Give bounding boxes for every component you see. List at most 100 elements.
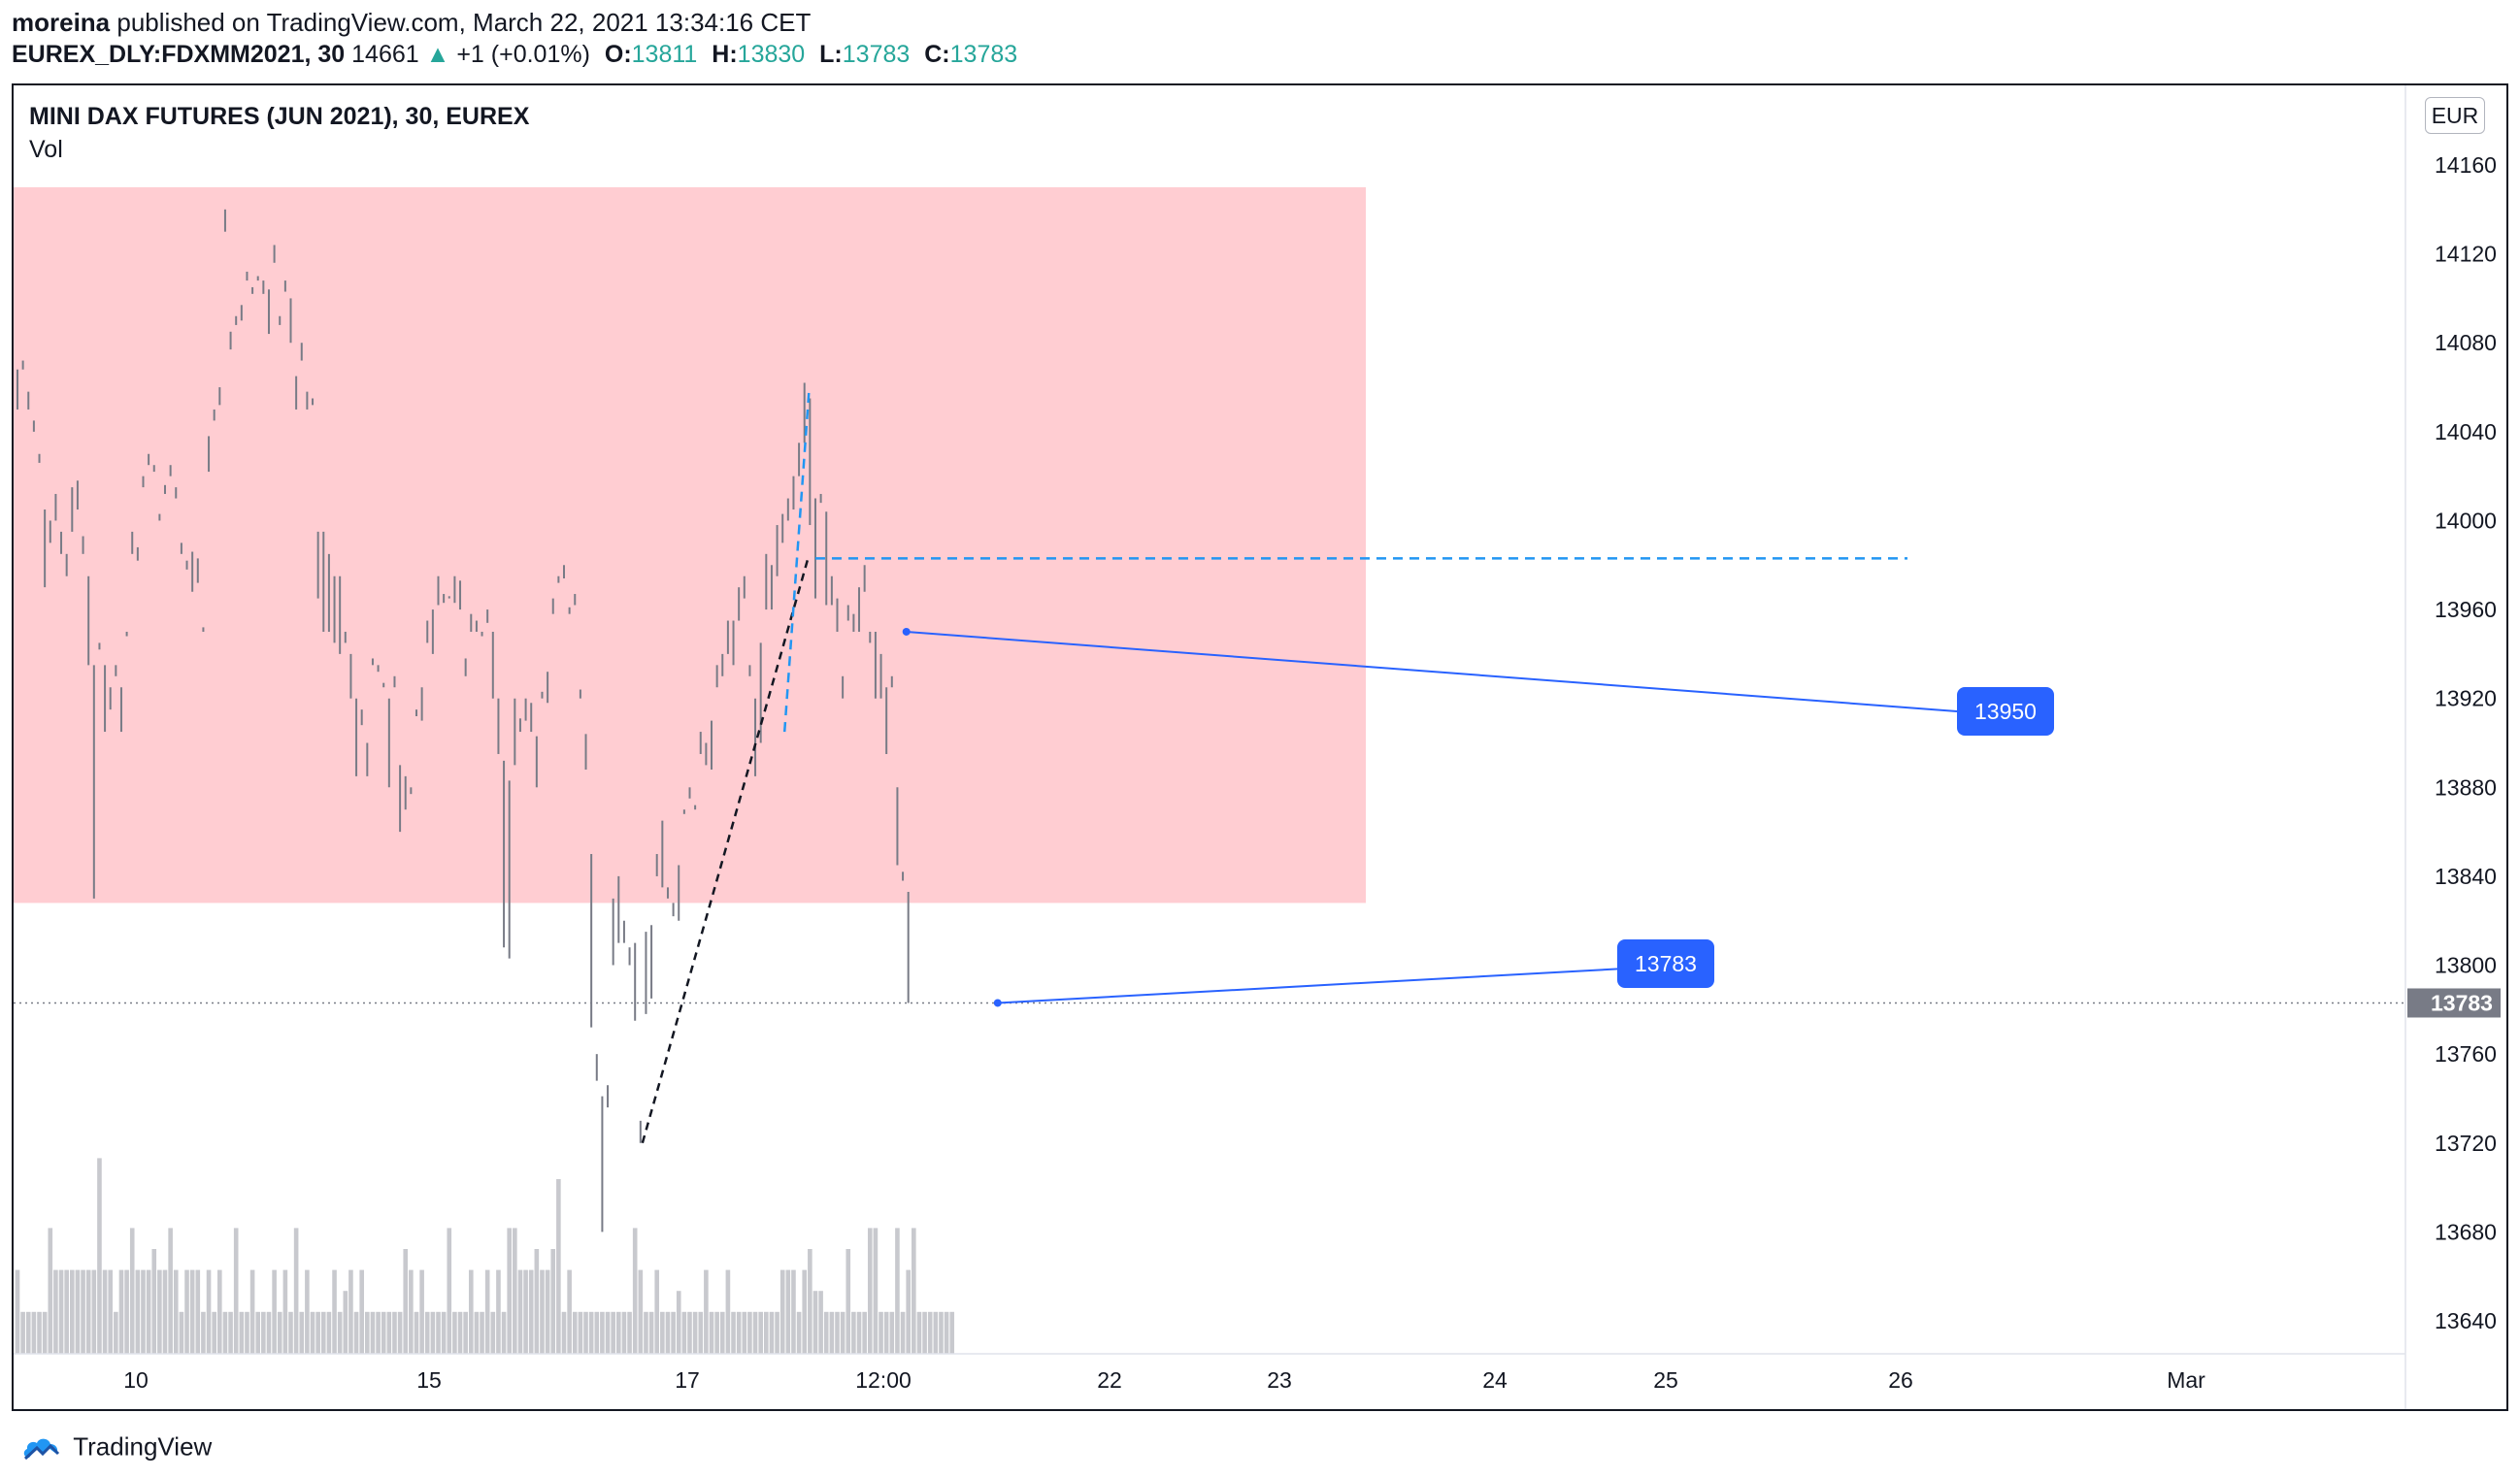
volume-bar (856, 1311, 862, 1354)
volume-bar (217, 1269, 222, 1354)
volume-bar (725, 1269, 731, 1354)
volume-bar (808, 1249, 812, 1354)
price-callout-13783[interactable] (1617, 939, 1714, 988)
volume-bar (212, 1311, 216, 1354)
volume-bar (611, 1311, 615, 1354)
brand-name: TradingView (73, 1431, 213, 1462)
volume-bar (714, 1311, 719, 1354)
volume-bar (758, 1311, 763, 1354)
time-axis-tick: Mar (2167, 1367, 2205, 1393)
volume-bar (632, 1228, 638, 1354)
volume-bar (578, 1311, 583, 1354)
volume-bar (228, 1311, 233, 1354)
price-axis-tick: 13640 (2435, 1308, 2497, 1333)
volume-bar (496, 1269, 501, 1354)
tradingview-brand[interactable]: TradingView (21, 1430, 212, 1463)
time-axis-tick: 17 (675, 1367, 700, 1393)
volume-bar (381, 1311, 386, 1354)
symbol-label: EUREX_DLY:FDXMM2021, 30 (12, 41, 346, 68)
chart-frame (12, 83, 2508, 1411)
close-label: C: (924, 41, 950, 68)
tradingview-cloud-icon (23, 1438, 60, 1461)
volume-bar (310, 1311, 315, 1354)
volume-bar (916, 1311, 922, 1354)
volume-bar (337, 1311, 343, 1354)
volume-bar (719, 1311, 725, 1354)
time-axis-tick: 25 (1653, 1367, 1678, 1393)
time-axis-tick: 23 (1267, 1367, 1292, 1393)
volume-bar (779, 1269, 785, 1354)
price-axis-tick: 13800 (2435, 953, 2497, 978)
volume-bar (736, 1311, 742, 1354)
volume-bar (594, 1311, 600, 1354)
volume-bar (64, 1269, 69, 1354)
callout-connector (906, 630, 1958, 712)
volume-bar (823, 1311, 829, 1354)
ohlc-line: EUREX_DLY:FDXMM2021, 30 14661 ▲ +1 (+0.0… (12, 41, 1017, 69)
price-callout-13950[interactable] (1957, 687, 2054, 736)
volume-bar (320, 1311, 326, 1354)
volume-bar (949, 1311, 955, 1354)
volume-bar (769, 1311, 775, 1354)
volume-bar (561, 1311, 567, 1354)
volume-bar (441, 1311, 447, 1354)
volume-bar (249, 1269, 255, 1354)
volume-bar (867, 1228, 873, 1354)
volume-bar (424, 1311, 430, 1354)
volume-bar (747, 1311, 752, 1354)
price-axis-tick: 14000 (2435, 508, 2497, 533)
volume-bar (583, 1311, 588, 1354)
volume-bar (829, 1311, 835, 1354)
volume-bar (752, 1311, 758, 1354)
time-axis-tick: 22 (1097, 1367, 1122, 1393)
volume-bar (556, 1179, 561, 1354)
volume-bar (567, 1269, 572, 1354)
volume-bar (731, 1311, 736, 1354)
volume-bar (58, 1269, 64, 1354)
volume-bar (698, 1311, 704, 1354)
volume-bar (141, 1269, 146, 1354)
volume-bar (785, 1269, 791, 1354)
high-value: 13830 (737, 41, 806, 68)
price-axis-tick: 13680 (2435, 1219, 2497, 1244)
callout-anchor-point[interactable] (993, 999, 1002, 1007)
volume-bar (114, 1311, 118, 1354)
volume-bar (605, 1311, 611, 1354)
volume-bar (654, 1269, 660, 1354)
current-price-tag (2407, 988, 2501, 1018)
price-callout-label: 13783 (1635, 951, 1697, 976)
volume-bar (430, 1311, 436, 1354)
currency-button[interactable]: EUR (2425, 97, 2485, 134)
volume-bar (206, 1269, 212, 1354)
volume-bar (900, 1311, 906, 1354)
volume-bar (222, 1311, 228, 1354)
volume-bar (895, 1228, 900, 1354)
volume-bar (862, 1311, 867, 1354)
volume-indicator-label[interactable]: Vol (29, 136, 63, 163)
time-axis-tick: 15 (416, 1367, 442, 1393)
trend-line-blue[interactable] (782, 391, 811, 733)
open-value: 13811 (631, 41, 698, 68)
volume-bar (648, 1311, 654, 1354)
volume-bar (266, 1311, 272, 1354)
volume-bar (922, 1311, 927, 1354)
volume-bar (288, 1311, 293, 1354)
volume-bar (233, 1228, 239, 1354)
volume-bar (742, 1311, 747, 1354)
volume-bar (403, 1249, 409, 1354)
volume-bar (447, 1228, 452, 1354)
volume-bar (255, 1311, 261, 1354)
volume-bar (484, 1269, 490, 1354)
volume-bar (873, 1228, 879, 1354)
price-axis-tick: 13720 (2435, 1131, 2497, 1156)
author-name[interactable]: moreina (12, 8, 111, 37)
callout-anchor-point[interactable] (902, 627, 911, 636)
resistance-zone[interactable] (14, 186, 1366, 904)
volume-bar (108, 1269, 114, 1354)
volume-bar (879, 1311, 883, 1354)
volume-bar (638, 1269, 644, 1354)
volume-bar (20, 1311, 25, 1354)
volume-bar (616, 1311, 621, 1354)
trend-line-black[interactable] (641, 558, 810, 1144)
